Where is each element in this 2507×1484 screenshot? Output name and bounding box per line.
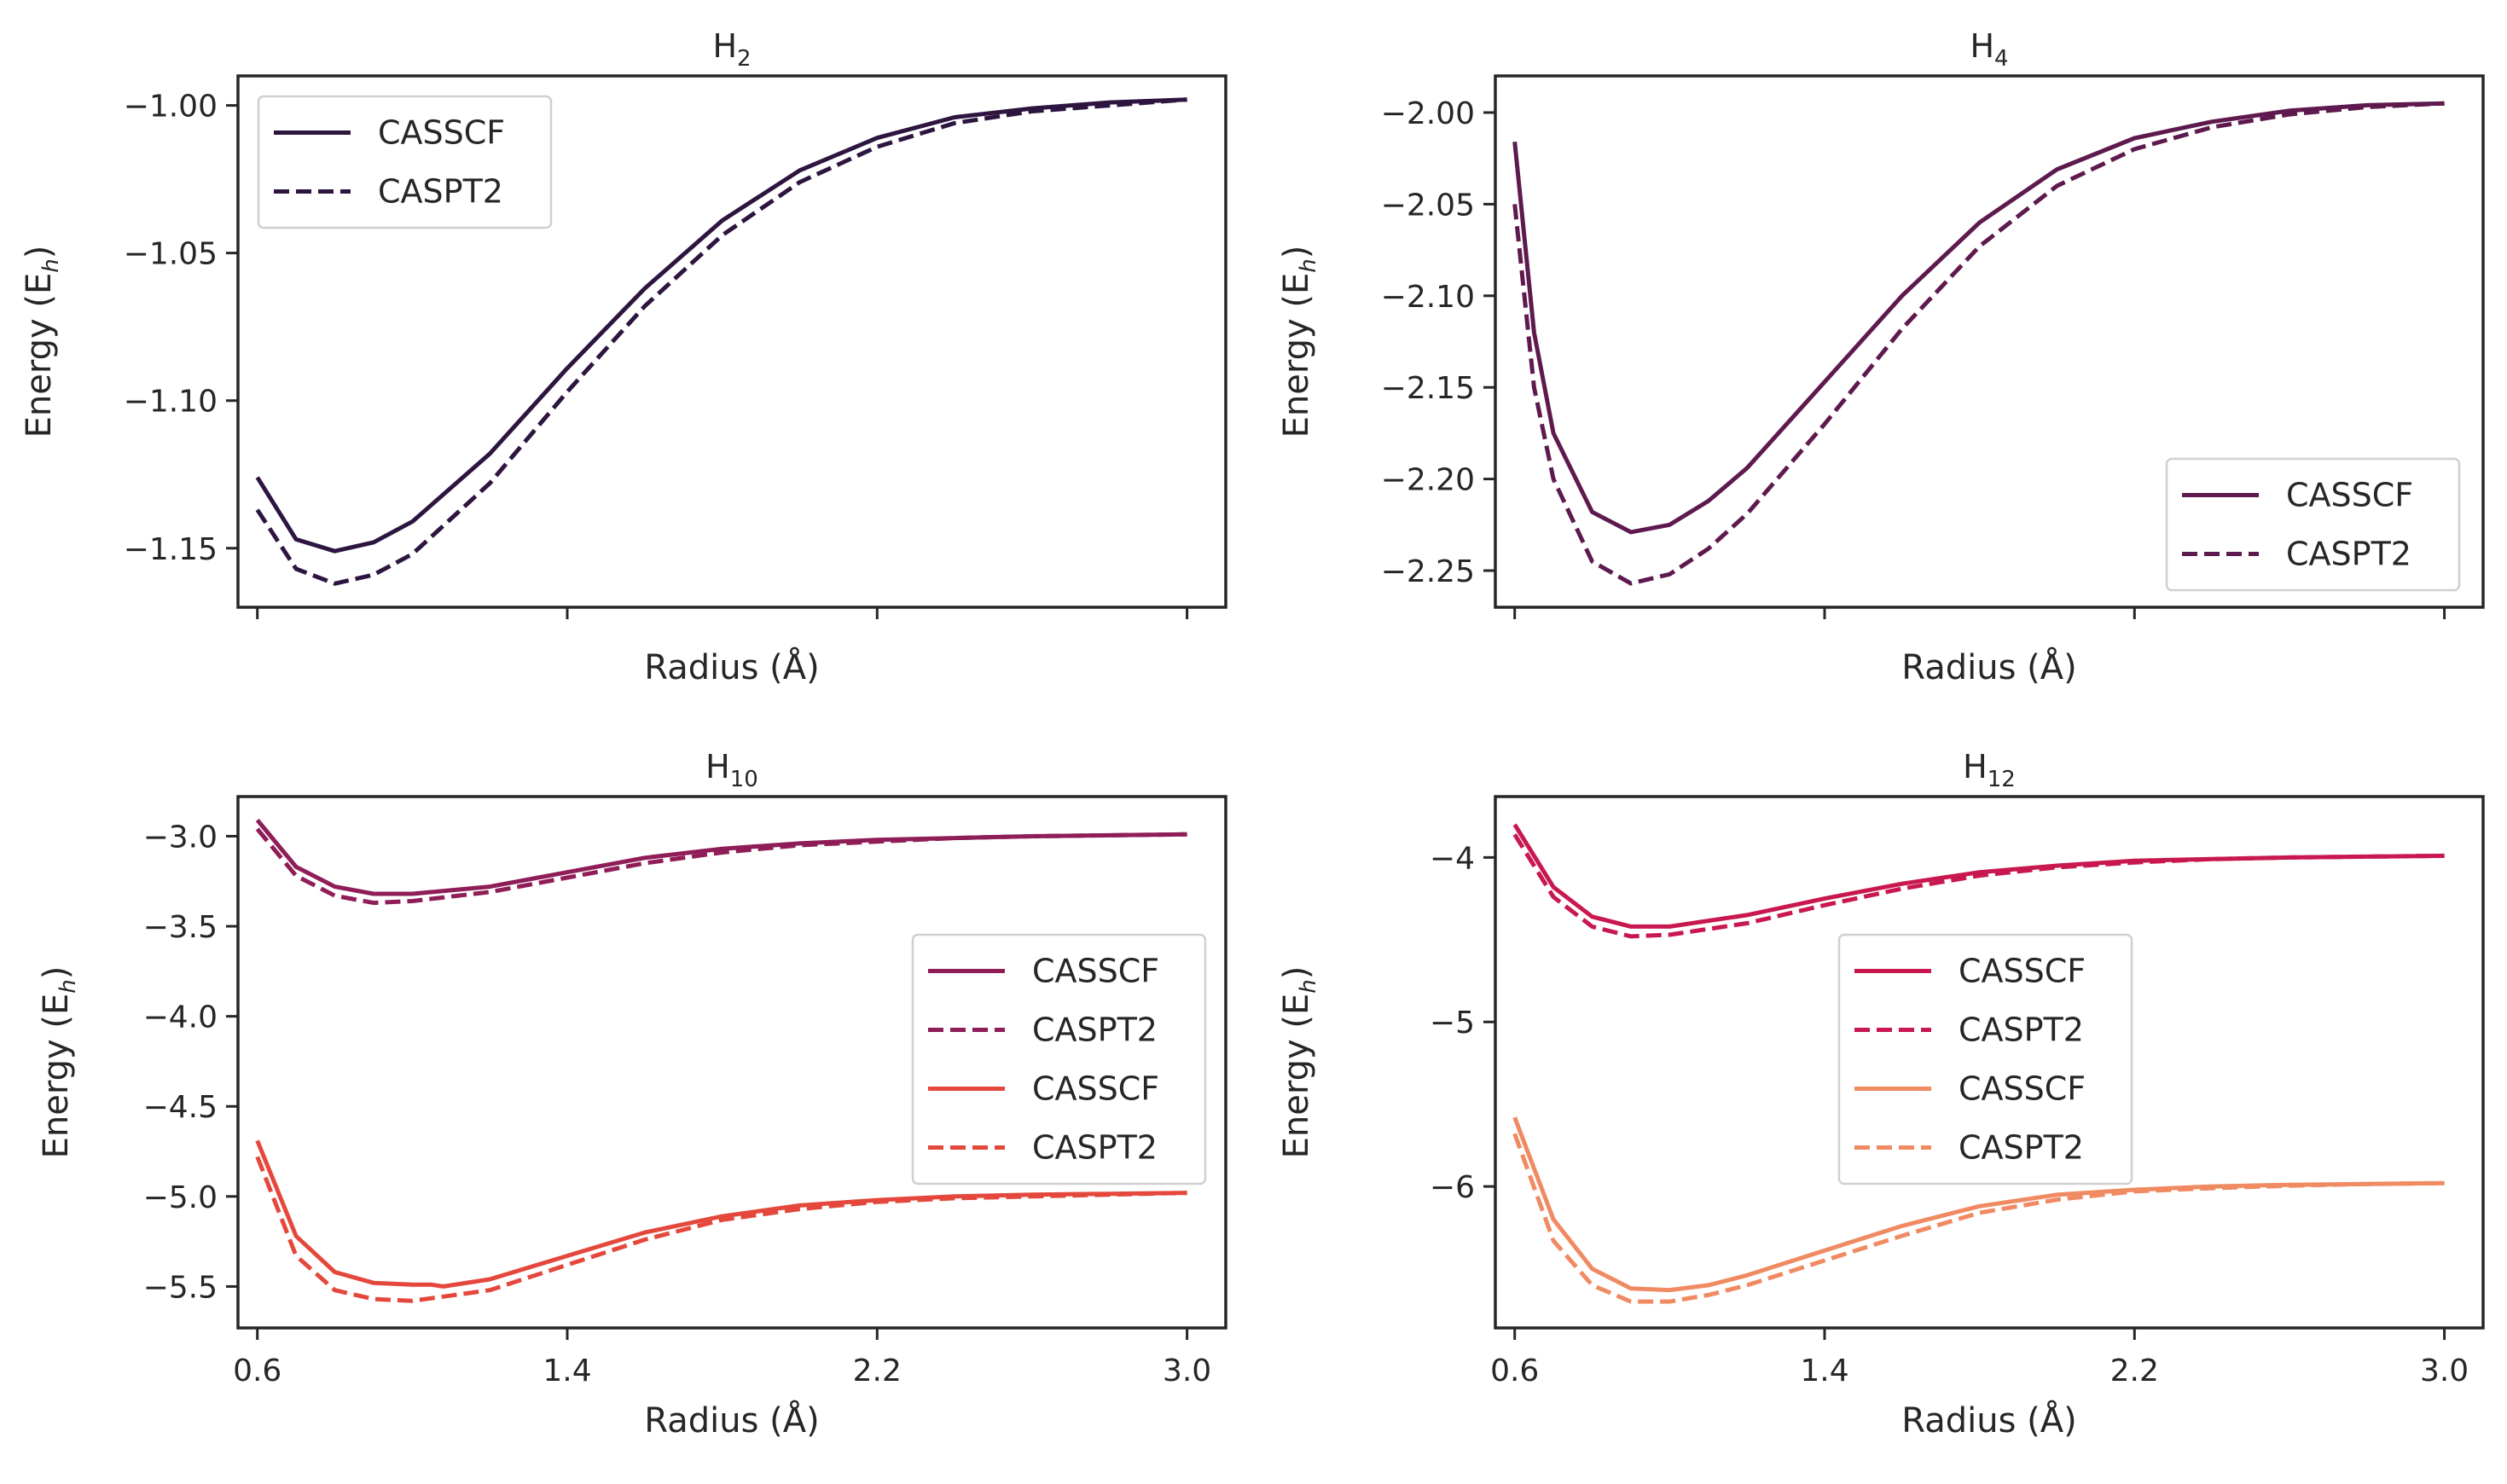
panel-title-subscript: 2 [737, 46, 752, 72]
legend-label: CASSCF [378, 114, 505, 152]
panel-title-subscript: 10 [730, 767, 758, 792]
series-line-2-dashed [1512, 101, 2445, 586]
y-tick-label: −5 [1430, 1006, 1475, 1041]
panel-title-subscript: 12 [1988, 767, 2016, 792]
y-axis-label: Energy (Eh) [20, 246, 64, 438]
panel-title: H12 [1963, 748, 2016, 792]
legend-label: CASPT2 [1032, 1129, 1158, 1167]
legend-label: CASPT2 [1959, 1012, 2084, 1049]
legend-label: CASSCF [2286, 477, 2413, 514]
legend-box [257, 95, 553, 229]
series-line-3-solid [255, 1139, 1187, 1289]
series-line-2-dashed [255, 97, 1187, 586]
x-tick-label: 1.4 [543, 1354, 591, 1388]
panel-title: H4 [1970, 27, 2008, 72]
panel-title: H2 [712, 27, 751, 72]
legend-label: CASPT2 [1959, 1129, 2084, 1167]
axes-frame [1494, 74, 2485, 609]
legend-label: CASPT2 [1032, 1012, 1158, 1049]
panel-2: −2.25 −2.20 −2.15 −2.10 −2.05 −2.00 H4 Radius (… [1277, 27, 2485, 687]
axes-frame [1494, 795, 2485, 1330]
series-line-1-solid [255, 97, 1187, 554]
y-tick-label: −2.15 [1381, 371, 1475, 406]
legend: CASSCF CASPT2 CASSCF CASPT2 [1837, 933, 2133, 1185]
series-line-4-dashed [1512, 1133, 2445, 1304]
series-line-1-solid [1512, 101, 2445, 535]
legend-label: CASSCF [1032, 953, 1159, 990]
axes-frame [236, 795, 1227, 1330]
legend-label: CASSCF [1959, 1070, 2086, 1108]
legend-box [911, 933, 1207, 1185]
y-tick-label: −3.0 [143, 820, 218, 855]
x-axis-label: Radius (Å) [644, 646, 819, 687]
x-axis-label: Radius (Å) [644, 1400, 819, 1441]
y-tick-label: −2.25 [1381, 554, 1475, 589]
y-tick-label: −5.0 [143, 1180, 218, 1215]
legend: CASSCF CASPT2 [257, 95, 553, 229]
series-line-4-dashed [255, 1156, 1187, 1303]
y-axis-label: Energy (Eh) [1277, 966, 1321, 1159]
y-tick-label: −1.00 [124, 90, 218, 125]
axes-frame [236, 74, 1227, 609]
y-tick-label: −2.05 [1381, 188, 1475, 223]
y-tick-label: −1.05 [124, 237, 218, 272]
x-tick-label: 0.6 [1490, 1354, 1539, 1388]
x-axis-label: Radius (Å) [1901, 1400, 2076, 1441]
y-tick-label: −6 [1430, 1170, 1475, 1205]
series-line-2-dashed [1512, 833, 2445, 939]
x-tick-label: 2.2 [2110, 1354, 2159, 1388]
x-tick-label: 3.0 [2420, 1354, 2469, 1388]
x-tick-label: 0.6 [233, 1354, 281, 1388]
panel-3: 0.6 1.4 2.2 3.0 −5.5 −5.0 −4.5 −4.0 −3.5 −3.0 H10 R… [37, 748, 1227, 1441]
y-tick-label: −4.0 [143, 1000, 218, 1035]
x-tick-label: 1.4 [1800, 1354, 1848, 1388]
y-axis-label: Energy (Eh) [37, 966, 81, 1159]
legend-label: CASSCF [1032, 1070, 1159, 1108]
legend-label: CASPT2 [2286, 536, 2411, 573]
y-tick-label: −3.5 [143, 910, 218, 945]
panel-1: −1.15 −1.10 −1.05 −1.00 H2 Radius (Å) Energy (… [20, 27, 1227, 687]
y-tick-label: −4.5 [143, 1090, 218, 1125]
panel-4: 0.6 1.4 2.2 3.0 −6 −5 −4 H12 Radius (Å) Energy (E… [1277, 748, 2485, 1441]
legend: CASSCF CASPT2 CASSCF CASPT2 [911, 933, 1207, 1185]
legend-label: CASPT2 [378, 173, 503, 211]
y-tick-label: −1.10 [124, 385, 218, 420]
legend: CASSCF CASPT2 [2165, 457, 2461, 592]
y-tick-label: −2.10 [1381, 280, 1475, 315]
y-tick-label: −2.00 [1381, 96, 1475, 131]
y-tick-label: −2.20 [1381, 463, 1475, 498]
legend-box [1837, 933, 2133, 1185]
y-tick-label: −4 [1430, 841, 1475, 876]
panel-title: H10 [705, 748, 758, 792]
legend-label: CASSCF [1959, 953, 2086, 990]
y-tick-label: −5.5 [143, 1270, 218, 1305]
series-line-2-dashed [255, 827, 1187, 906]
panel-title-subscript: 4 [1994, 46, 2009, 72]
x-axis-label: Radius (Å) [1901, 646, 2076, 687]
x-tick-label: 3.0 [1163, 1354, 1211, 1388]
y-axis-label: Energy (Eh) [1277, 246, 1321, 438]
x-tick-label: 2.2 [853, 1354, 902, 1388]
legend-box [2165, 457, 2461, 592]
y-tick-label: −1.15 [124, 532, 218, 567]
